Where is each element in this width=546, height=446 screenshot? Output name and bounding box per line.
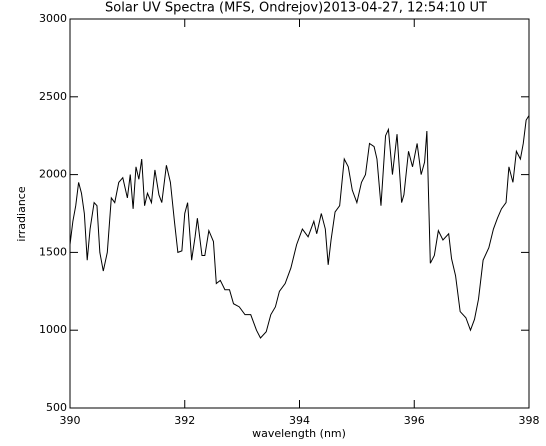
y-tick-label: 2000 xyxy=(39,168,67,181)
x-tick-label: 394 xyxy=(289,414,310,427)
y-tick-label: 1500 xyxy=(39,245,67,258)
x-axis-label: wavelength (nm) xyxy=(252,427,346,440)
y-axis-label: irradiance xyxy=(15,186,28,241)
x-tick-label: 398 xyxy=(519,414,540,427)
y-tick-label: 2500 xyxy=(39,90,67,103)
x-tick-label: 396 xyxy=(404,414,425,427)
x-tick-label: 390 xyxy=(60,414,81,427)
y-tick-label: 500 xyxy=(46,401,67,414)
y-tick-label: 1000 xyxy=(39,323,67,336)
data-line xyxy=(69,115,530,339)
y-tick-label: 3000 xyxy=(39,12,67,25)
x-tick-label: 392 xyxy=(174,414,195,427)
chart-title: Solar UV Spectra (MFS, Ondrejov)2013-04-… xyxy=(105,1,487,16)
